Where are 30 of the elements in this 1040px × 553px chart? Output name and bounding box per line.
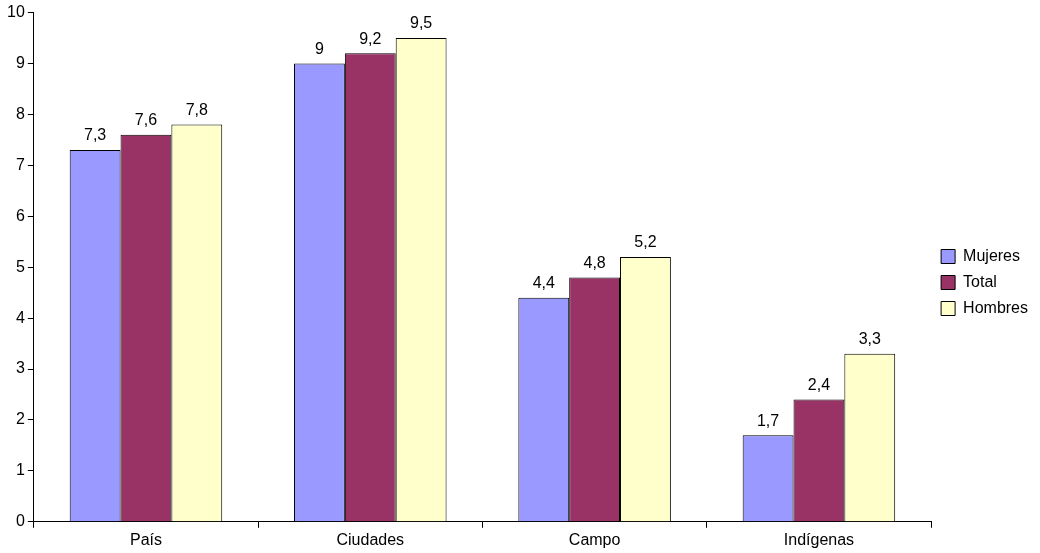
- data-label: 9,2: [359, 29, 382, 47]
- legend-label: Mujeres: [963, 246, 1020, 264]
- data-label: 2,4: [807, 376, 831, 393]
- data-label: 7,8: [185, 101, 209, 119]
- y-tick-label: 4: [15, 308, 25, 326]
- data-label: 5,2: [634, 233, 657, 251]
- y-tick-label: 2: [15, 410, 25, 428]
- y-tick-label: 10: [7, 3, 25, 21]
- x-tick-label: País: [129, 530, 162, 548]
- y-tick-label: 6: [15, 206, 25, 224]
- y-tick-label: 9: [15, 53, 25, 71]
- data-label: 7,6: [134, 111, 158, 129]
- y-tick-label: 1: [15, 461, 25, 479]
- x-tick-label: Campo: [568, 530, 621, 548]
- data-label: 9: [314, 39, 324, 57]
- data-label: 7,3: [83, 126, 107, 144]
- y-tick-label: 7: [15, 155, 25, 173]
- y-tick-label: 0: [15, 512, 25, 530]
- data-label: 4,4: [532, 274, 555, 292]
- legend-label: Total: [963, 272, 997, 290]
- data-label: 1,7: [756, 411, 780, 429]
- y-tick-label: 3: [15, 359, 25, 377]
- data-label: 9,5: [410, 14, 433, 32]
- data-label: 4,8: [583, 253, 606, 271]
- x-tick-label: Ciudades: [336, 530, 405, 548]
- y-tick-label: 5: [15, 257, 25, 275]
- legend-label: Hombres: [963, 298, 1028, 316]
- y-tick-label: 8: [15, 104, 25, 122]
- x-tick-label: Indígenas: [783, 530, 855, 548]
- data-label: 3,3: [858, 330, 881, 348]
